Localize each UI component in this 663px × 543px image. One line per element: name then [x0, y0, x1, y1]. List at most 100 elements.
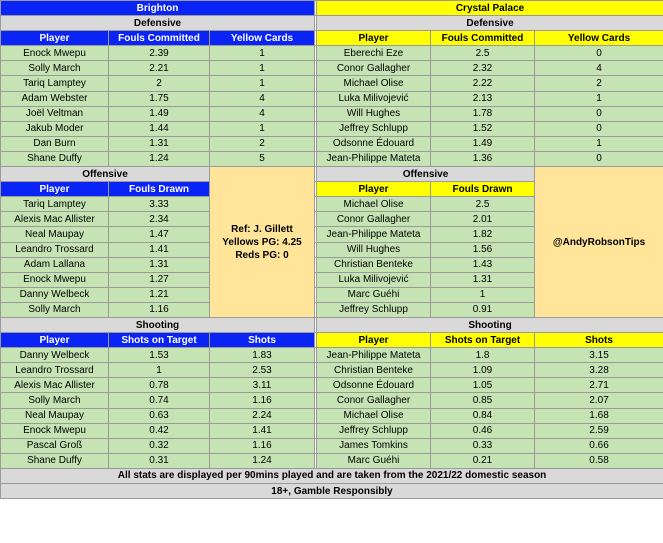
fouls-drawn-value: 1 [430, 286, 536, 303]
fouls-committed-value: 1.44 [108, 120, 210, 137]
section-shooting-brighton: Shooting [0, 316, 316, 334]
table-row: Enock Mwepu 2.39 1 Eberechi Eze 2.5 0 [0, 45, 663, 62]
fouls-committed-value: 1.78 [430, 105, 536, 122]
shots-value: 2.53 [208, 362, 316, 379]
stats-table: Brighton Crystal Palace Defensive Defensive… [0, 0, 663, 500]
header-player: Player [316, 181, 432, 198]
yellow-cards-value: 1 [208, 120, 316, 137]
player-name: Enock Mwepu [0, 422, 109, 439]
fouls-committed-value: 2 [108, 75, 210, 92]
fouls-drawn-value: 1.41 [108, 241, 210, 258]
shots-value: 2.07 [534, 392, 663, 409]
header-fouls-committed: Fouls Committed [108, 30, 210, 47]
player-name: Will Hughes [316, 241, 432, 258]
fouls-drawn-value: 1.16 [108, 301, 210, 318]
table-row: Pascal Groß 0.32 1.16 James Tomkins 0.33 0.66 [0, 437, 663, 454]
table-row: Danny Welbeck 1.53 1.83 Jean-Philippe Matet… [0, 347, 663, 364]
yellow-cards-value: 4 [534, 60, 663, 77]
fouls-committed-value: 1.49 [430, 135, 536, 152]
shots-value: 3.15 [534, 347, 663, 364]
table-row: Joël Veltman 1.49 4 Will Hughes 1.78 0 [0, 105, 663, 122]
fouls-committed-value: 2.39 [108, 45, 210, 62]
shots-on-target-value: 0.78 [108, 377, 210, 394]
shots-value: 1.68 [534, 407, 663, 424]
section-offensive-palace: Offensive [316, 166, 536, 183]
player-name: Luka Milivojević [316, 90, 432, 107]
table-row: Leandro Trossard 1 2.53 Christian Benteke 1.… [0, 362, 663, 379]
team-title-brighton: Brighton [0, 0, 316, 17]
yellow-cards-value: 0 [534, 45, 663, 62]
player-name: Conor Gallagher [316, 211, 432, 228]
shots-value: 0.66 [534, 437, 663, 454]
section-shooting-palace: Shooting [316, 316, 663, 334]
fouls-committed-value: 1.52 [430, 120, 536, 137]
shots-on-target-value: 0.46 [430, 422, 536, 439]
player-name: Odsonne Édouard [316, 135, 432, 152]
yellow-cards-value: 4 [208, 105, 316, 122]
player-name: Will Hughes [316, 105, 432, 122]
shots-on-target-value: 0.84 [430, 407, 536, 424]
fouls-drawn-value: 1.47 [108, 226, 210, 243]
fouls-drawn-value: 2.01 [430, 211, 536, 228]
header-player: Player [0, 332, 109, 349]
player-name: Odsonne Édouard [316, 377, 432, 394]
shots-value: 1.83 [208, 347, 316, 364]
player-name: Jean-Philippe Mateta [316, 347, 432, 364]
player-name: Danny Welbeck [0, 286, 109, 303]
shots-value: 2.71 [534, 377, 663, 394]
table-row: Solly March 0.74 1.16 Conor Gallagher 0.85 2.… [0, 392, 663, 409]
table-row: Shooting Shooting [0, 316, 663, 334]
yellow-cards-value: 5 [208, 150, 316, 168]
table-row: Enock Mwepu 1.27 Luka Milivojević 1.31 [0, 271, 663, 288]
player-name: Eberechi Eze [316, 45, 432, 62]
credit-handle: @AndyRobsonTips [534, 166, 663, 318]
fouls-committed-value: 1.36 [430, 150, 536, 168]
header-shots-on-target: Shots on Target [108, 332, 210, 349]
footer-note: All stats are displayed per 90mins playe… [0, 467, 663, 485]
referee-yellows-pg: Yellows PG: 4.25 [222, 236, 302, 248]
player-name: Luka Milivojević [316, 271, 432, 288]
player-name: Marc Guéhi [316, 286, 432, 303]
player-name: Jeffrey Schlupp [316, 120, 432, 137]
fouls-committed-value: 2.5 [430, 45, 536, 62]
header-player: Player [0, 181, 109, 198]
player-name: Joël Veltman [0, 105, 109, 122]
header-shots: Shots [534, 332, 663, 349]
referee-ref: Ref: J. Gillett [231, 223, 293, 235]
shots-on-target-value: 0.85 [430, 392, 536, 409]
player-name: Solly March [0, 60, 109, 77]
yellow-cards-value: 0 [534, 150, 663, 168]
table-row: Brighton Crystal Palace [0, 0, 663, 17]
header-shots: Shots [208, 332, 316, 349]
shots-on-target-value: 0.31 [108, 452, 210, 469]
team-title-palace: Crystal Palace [316, 0, 663, 17]
player-name: Dan Burn [0, 135, 109, 152]
shots-on-target-value: 1.8 [430, 347, 536, 364]
shots-on-target-value: 1.53 [108, 347, 210, 364]
player-name: Neal Maupay [0, 407, 109, 424]
fouls-committed-value: 1.31 [108, 135, 210, 152]
player-name: Solly March [0, 392, 109, 409]
player-name: Jakub Moder [0, 120, 109, 137]
shots-on-target-value: 0.21 [430, 452, 536, 469]
shots-on-target-value: 0.42 [108, 422, 210, 439]
fouls-committed-value: 2.13 [430, 90, 536, 107]
shots-on-target-value: 0.74 [108, 392, 210, 409]
player-name: Adam Webster [0, 90, 109, 107]
shots-on-target-value: 0.33 [430, 437, 536, 454]
player-name: Conor Gallagher [316, 60, 432, 77]
player-name: Leandro Trossard [0, 241, 109, 258]
table-row: Player Fouls Committed Yellow Cards Player F… [0, 30, 663, 47]
table-row: Player Fouls Drawn Player Fouls Drawn [0, 181, 663, 198]
fouls-drawn-value: 2.34 [108, 211, 210, 228]
yellow-cards-value: 1 [534, 135, 663, 152]
shots-value: 3.11 [208, 377, 316, 394]
fouls-committed-value: 1.49 [108, 105, 210, 122]
player-name: Tariq Lamptey [0, 196, 109, 213]
shots-on-target-value: 1 [108, 362, 210, 379]
player-name: Jeffrey Schlupp [316, 301, 432, 318]
section-defensive-palace: Defensive [316, 15, 663, 32]
player-name: Shane Duffy [0, 150, 109, 168]
shots-value: 1.16 [208, 437, 316, 454]
